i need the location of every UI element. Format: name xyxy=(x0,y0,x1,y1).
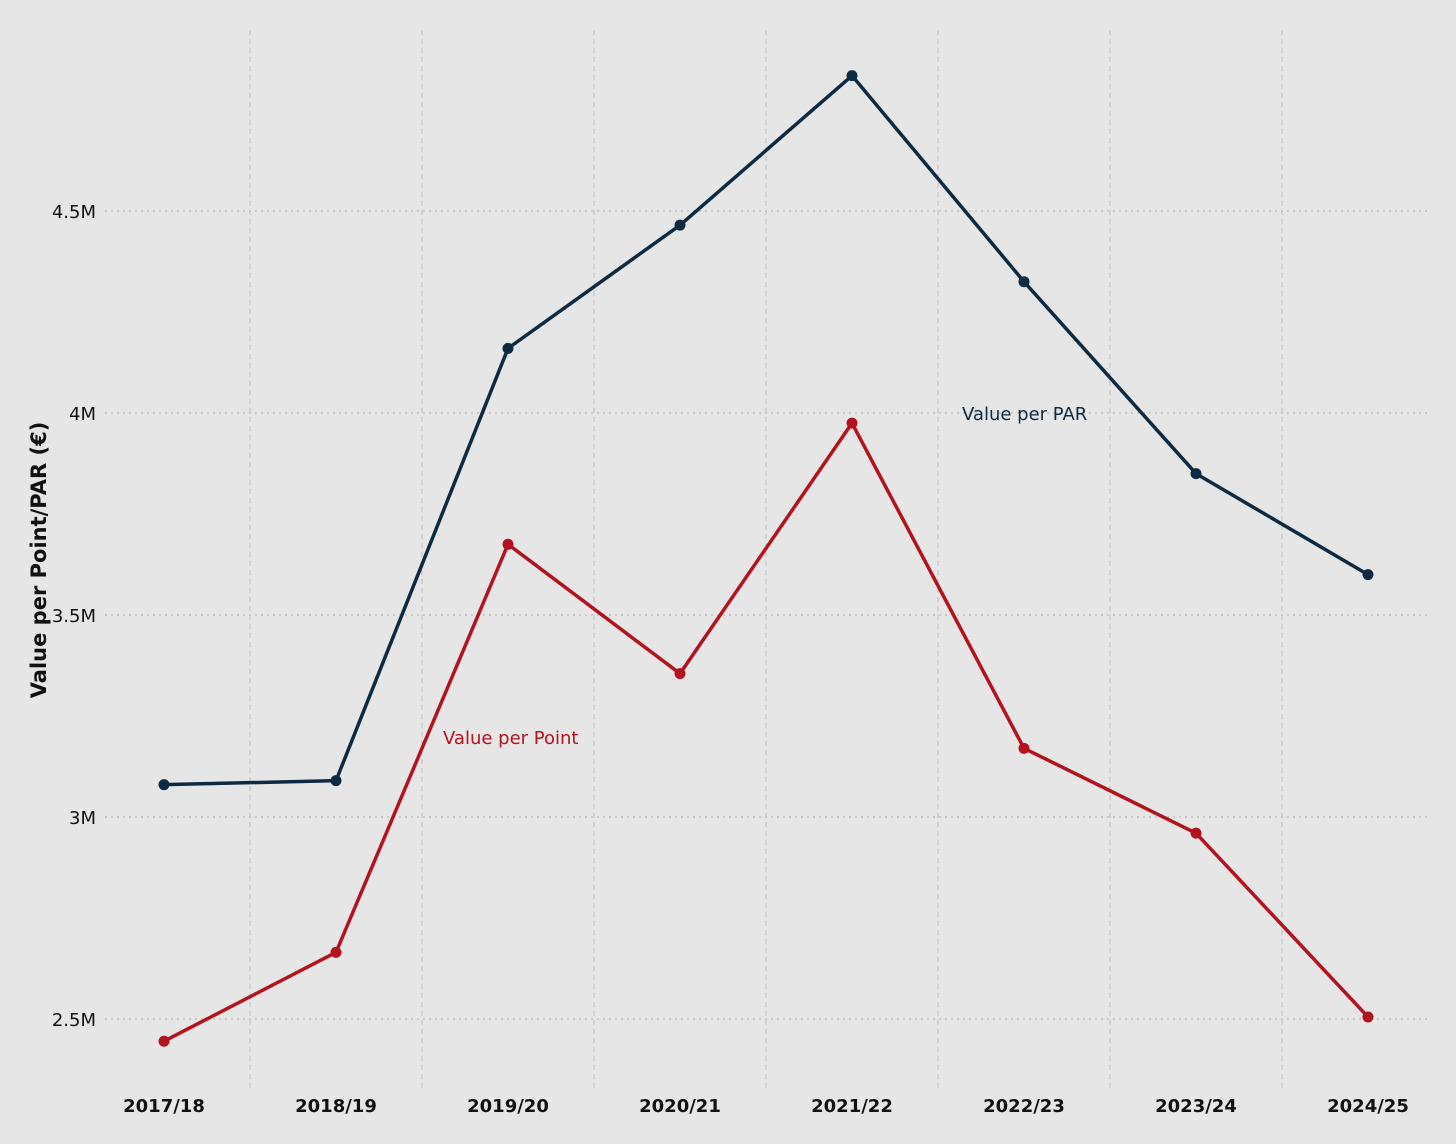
x-tick-label: 2024/25 xyxy=(1327,1096,1409,1117)
x-tick-label: 2018/19 xyxy=(295,1096,377,1117)
x-tick-label: 2019/20 xyxy=(467,1096,549,1117)
data-point xyxy=(502,538,514,550)
y-tick-label: 3.5M xyxy=(52,606,96,627)
data-point xyxy=(1190,827,1202,839)
data-point xyxy=(1018,276,1030,288)
series-lines xyxy=(162,73,1370,1043)
series-line-1 xyxy=(162,421,1370,1043)
data-point xyxy=(1362,569,1374,581)
y-axis-label: Value per Point/PAR (€) xyxy=(27,422,51,699)
data-point xyxy=(1362,1011,1374,1023)
y-tick-label: 4.5M xyxy=(52,202,96,223)
y-tick-label: 3M xyxy=(69,808,96,829)
data-point xyxy=(502,342,514,354)
data-point xyxy=(330,775,342,787)
vertical-gridlines xyxy=(249,30,1283,1090)
data-point xyxy=(1190,468,1202,480)
x-axis-ticks: 2017/18 2018/19 2019/20 2020/21 2021/22 2022/… xyxy=(123,1096,1409,1117)
y-tick-label: 4M xyxy=(69,404,96,425)
x-tick-label: 2017/18 xyxy=(123,1096,205,1117)
data-point xyxy=(674,668,686,680)
y-axis-ticks: 2.5M 3M 3.5M 4M 4.5M xyxy=(52,202,96,1031)
x-tick-label: 2020/21 xyxy=(639,1096,721,1117)
data-point xyxy=(1018,742,1030,754)
data-point xyxy=(674,219,686,231)
x-tick-label: 2023/24 xyxy=(1155,1096,1237,1117)
data-point xyxy=(846,417,858,429)
series-line-0 xyxy=(162,73,1370,787)
series-label-value-per-point: Value per Point xyxy=(443,728,578,749)
data-point xyxy=(846,70,858,82)
data-point xyxy=(330,946,342,958)
y-tick-label: 2.5M xyxy=(52,1010,96,1031)
series-points xyxy=(158,70,1374,1047)
x-tick-label: 2022/23 xyxy=(983,1096,1065,1117)
x-tick-label: 2021/22 xyxy=(811,1096,893,1117)
series-label-value-per-par: Value per PAR xyxy=(962,404,1087,425)
data-point xyxy=(158,1035,170,1047)
data-point xyxy=(158,779,170,791)
